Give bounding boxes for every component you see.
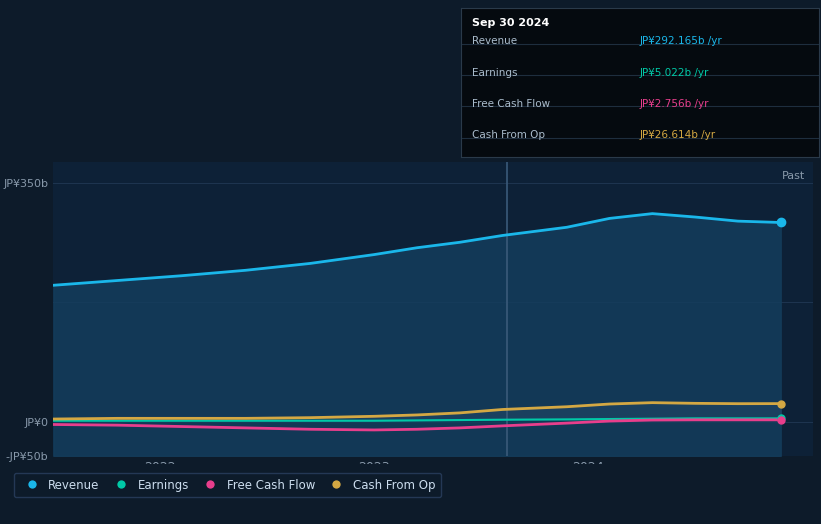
Text: Free Cash Flow: Free Cash Flow [472,99,550,109]
Text: Revenue: Revenue [472,36,517,46]
Text: Cash From Op: Cash From Op [472,130,545,140]
Text: Sep 30 2024: Sep 30 2024 [472,18,549,28]
Text: JP¥26.614b /yr: JP¥26.614b /yr [640,130,716,140]
Text: JP¥5.022b /yr: JP¥5.022b /yr [640,68,709,78]
Text: Earnings: Earnings [472,68,517,78]
Legend: Revenue, Earnings, Free Cash Flow, Cash From Op: Revenue, Earnings, Free Cash Flow, Cash … [14,473,441,497]
Text: Past: Past [782,171,805,181]
Text: JP¥2.756b /yr: JP¥2.756b /yr [640,99,709,109]
Text: JP¥292.165b /yr: JP¥292.165b /yr [640,36,722,46]
